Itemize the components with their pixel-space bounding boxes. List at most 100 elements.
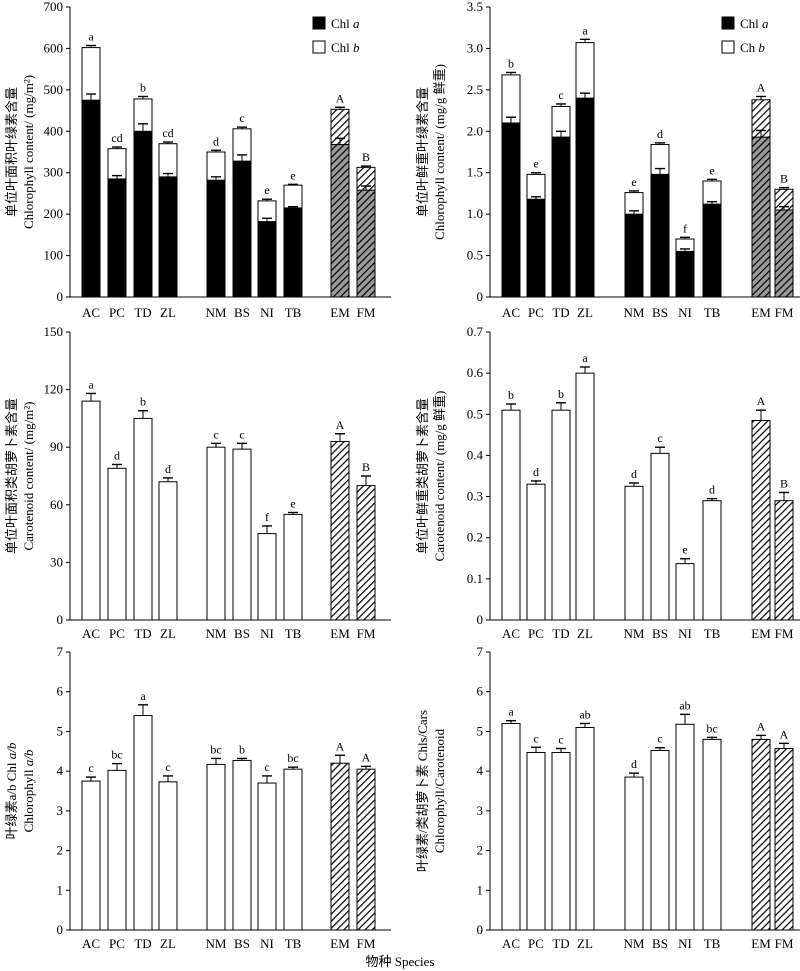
x-tick-label: NI	[678, 305, 692, 320]
x-tick-label: BS	[234, 936, 250, 951]
y-tick-label: 0	[57, 289, 64, 304]
x-tick-label: TD	[134, 626, 151, 641]
y-tick-label: 100	[44, 248, 64, 263]
x-tick-label: TD	[552, 936, 569, 951]
significance-label: a	[508, 705, 514, 719]
significance-label: d	[114, 448, 120, 462]
bar	[501, 409, 521, 621]
bar-chl-b	[501, 74, 521, 124]
bar-chl-a	[257, 221, 277, 298]
chart-p4: 0 0.1 0.2 0.3 0.4 0.5 0.6 0.7 AC PC TD ZL NM BS NI TB EM…	[415, 324, 800, 641]
significance-label: d	[533, 465, 539, 479]
significance-label: b	[508, 388, 514, 402]
y-tick-label: 3	[477, 803, 484, 818]
bar	[232, 759, 252, 931]
x-tick-label: EM	[751, 626, 771, 641]
bar-chl-a	[356, 189, 376, 298]
bar-chl-b	[206, 151, 226, 181]
significance-label: a	[140, 689, 146, 703]
significance-label: d	[165, 462, 171, 476]
significance-label: d	[213, 134, 219, 148]
x-tick-label: NM	[206, 305, 227, 320]
bar-chl-a	[575, 97, 595, 298]
y-axis-title-en: Chlorophyll/Carotenoid	[432, 728, 447, 853]
bar	[551, 751, 571, 931]
x-tick-label: NM	[624, 626, 645, 641]
x-tick-label: BS	[234, 626, 250, 641]
bar	[158, 781, 178, 931]
y-tick-label: 0.4	[467, 447, 484, 462]
y-axis-title-en: Chlorophyll content/ (mg/g 鲜重)	[432, 64, 447, 240]
significance-label: B	[362, 460, 370, 474]
y-tick-label: 0.3	[467, 489, 483, 504]
significance-label: A	[757, 80, 766, 94]
y-tick-label: 2.0	[467, 123, 483, 138]
bar	[751, 419, 771, 621]
significance-label: a	[88, 30, 94, 44]
x-tick-label: TB	[285, 626, 302, 641]
significance-label: c	[558, 88, 563, 102]
bar-chl-a	[81, 99, 101, 298]
x-tick-label: FM	[357, 936, 376, 951]
bar	[774, 500, 794, 621]
bar	[575, 372, 595, 621]
significance-label: B	[780, 476, 788, 490]
bar	[624, 776, 644, 931]
significance-label: ab	[679, 698, 690, 712]
significance-label: e	[682, 543, 687, 557]
y-tick-label: 0	[477, 612, 484, 627]
y-tick-label: 5	[57, 723, 64, 738]
significance-label: ab	[579, 707, 590, 721]
bar	[283, 768, 303, 931]
chart-p5: 0 1 2 3 4 5 6 7 AC PC TD ZL NM BS NI TB EM FM 叶绿素a/b Chl a…	[4, 644, 391, 951]
bar	[133, 715, 153, 931]
bar-chl-b	[107, 148, 127, 180]
significance-label: A	[336, 739, 345, 753]
x-tick-label: NI	[260, 626, 274, 641]
significance-label: bc	[706, 721, 717, 735]
x-tick-label: ZL	[160, 305, 176, 320]
legend-swatch-chl-a	[721, 16, 735, 30]
bar	[575, 726, 595, 931]
x-tick-label: PC	[109, 305, 125, 320]
significance-label: bc	[111, 748, 122, 762]
bar	[624, 485, 644, 621]
x-tick-label: PC	[109, 626, 125, 641]
significance-label: e	[709, 163, 714, 177]
bar-chl-a	[206, 179, 226, 298]
y-axis-title-cn: 单位叶面积类胡萝卜素含量	[4, 398, 19, 554]
chart-p1: 0 100 200 300 400 500 600 700 AC PC TD ZL NM BS NI TB EM…	[4, 0, 391, 320]
bar	[330, 440, 350, 621]
significance-label: B	[780, 172, 788, 186]
chart-p6: 0 1 2 3 4 5 6 7 AC PC TD ZL NM BS NI TB EM FM 叶绿素/类胡萝卜素 Ch…	[415, 644, 800, 951]
significance-label: c	[213, 427, 218, 441]
y-tick-label: 7	[477, 644, 484, 659]
x-tick-label: FM	[357, 626, 376, 641]
significance-label: A	[336, 418, 345, 432]
x-tick-label: EM	[330, 626, 350, 641]
x-tick-label: TB	[704, 305, 721, 320]
significance-label: f	[265, 510, 269, 524]
bar	[107, 467, 127, 621]
significance-label: bc	[210, 742, 221, 756]
significance-label: a	[582, 23, 588, 37]
bar	[257, 782, 277, 931]
x-tick-label: AC	[82, 305, 100, 320]
significance-label: cd	[111, 131, 122, 145]
y-tick-label: 0	[57, 612, 64, 627]
bar	[501, 722, 521, 931]
significance-label: cd	[162, 126, 173, 140]
y-tick-label: 30	[50, 554, 63, 569]
bar-chl-a	[650, 173, 670, 298]
significance-label: d	[657, 127, 663, 141]
y-axis-title-en: Carotenoid content/ (mg/g 鲜重)	[432, 391, 447, 562]
bar-chl-a	[283, 207, 303, 298]
bar	[232, 448, 252, 621]
x-tick-label: EM	[330, 305, 350, 320]
y-tick-label: 500	[44, 82, 64, 97]
x-tick-label: NM	[206, 626, 227, 641]
significance-label: c	[558, 733, 563, 747]
x-tick-label: FM	[775, 936, 794, 951]
bar-chl-a	[702, 203, 722, 298]
bar	[675, 563, 695, 621]
